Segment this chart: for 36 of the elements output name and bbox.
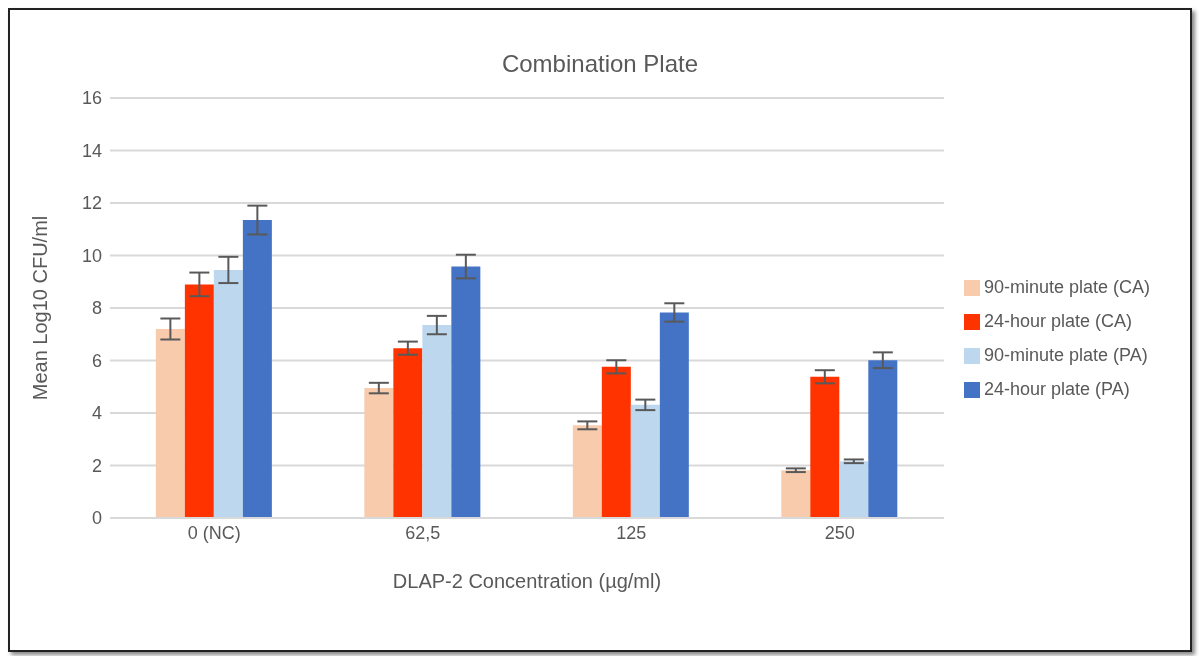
bar (184, 284, 214, 518)
bar (213, 269, 243, 518)
bar (451, 266, 481, 518)
y-tick-label: 14 (81, 140, 102, 161)
bar (422, 325, 452, 518)
y-tick-label: 2 (91, 455, 102, 476)
x-tick-label: 0 (NC) (187, 522, 241, 543)
bar (393, 348, 423, 518)
chart-title: Combination Plate (500, 49, 700, 78)
y-tick-label: 8 (91, 298, 102, 319)
bar (839, 461, 869, 518)
legend-label: 24-hour plate (CA) (983, 311, 1132, 331)
bar (242, 220, 272, 518)
y-tick-label: 6 (91, 350, 102, 371)
y-tick-label: 4 (91, 403, 102, 424)
bar (601, 366, 631, 518)
bar (781, 470, 811, 518)
x-tick-label: 125 (616, 522, 647, 543)
bar (155, 329, 185, 518)
y-axis-title: Mean Log10 CFU/ml (29, 215, 52, 401)
x-tick-label: 250 (824, 522, 855, 543)
bar (868, 360, 898, 518)
y-tick-label: 10 (81, 245, 102, 266)
legend-label: 90-minute plate (CA) (983, 277, 1150, 297)
legend-label: 24-hour plate (PA) (983, 379, 1130, 399)
x-axis-title: DLAP-2 Concentration (µg/ml) (392, 570, 662, 592)
bar (659, 312, 689, 518)
y-tick-label: 0 (91, 508, 102, 529)
y-tick-label: 16 (81, 88, 102, 109)
bar (364, 388, 394, 518)
x-tick-label: 62,5 (405, 522, 441, 543)
bar (572, 425, 602, 518)
legend-label: 90-minute plate (PA) (983, 345, 1148, 365)
bar (630, 404, 660, 518)
bar (810, 376, 840, 518)
y-tick-label: 12 (81, 193, 102, 214)
